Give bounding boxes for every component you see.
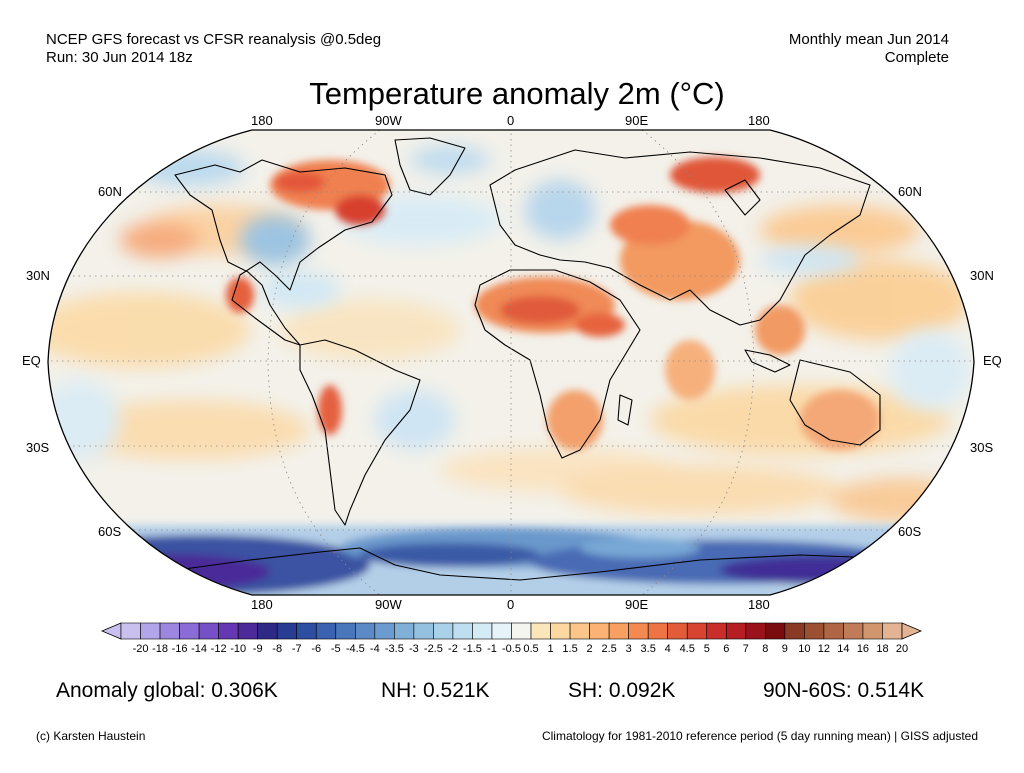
run-time: Run: 30 Jun 2014 18z xyxy=(46,49,193,66)
model-description: NCEP GFS forecast vs CFSR reanalysis @0.… xyxy=(46,31,382,48)
stat-nh: NH: 0.521K xyxy=(381,679,490,702)
lat-label-left-eq: EQ xyxy=(22,353,41,368)
stat-sh: SH: 0.092K xyxy=(568,679,676,702)
lat-label-left-60n: 60N xyxy=(98,184,122,199)
stat-global: Anomaly global: 0.306K xyxy=(56,679,278,702)
lon-label-top-0: 0 xyxy=(507,113,515,128)
lon-label-bottom-90w: 90W xyxy=(375,597,402,612)
lon-label-top-90e: 90E xyxy=(625,113,649,128)
lon-label-top-180w: 180 xyxy=(251,113,273,128)
lon-label-bottom-180w: 180 xyxy=(251,597,273,612)
lat-label-right-60n: 60N xyxy=(898,184,922,199)
lat-label-right-30n: 30N xyxy=(970,268,994,283)
anomaly-field xyxy=(48,130,974,595)
lon-label-bottom-180e: 180 xyxy=(748,597,770,612)
climatology-note: Climatology for 1981-2010 reference peri… xyxy=(541,729,978,743)
status-label: Complete xyxy=(884,49,949,66)
lon-label-bottom-0: 0 xyxy=(507,597,515,612)
credit-text: (c) Karsten Haustein xyxy=(36,729,146,743)
coastlines xyxy=(139,137,901,581)
lon-label-top-90w: 90W xyxy=(375,113,402,128)
lat-label-left-30s: 30S xyxy=(26,440,50,455)
lat-label-left-60s: 60S xyxy=(98,524,122,539)
lat-label-right-60s: 60S xyxy=(898,524,922,539)
lat-label-left-30n: 30N xyxy=(26,268,50,283)
graticule xyxy=(48,130,974,595)
lon-label-top-180e: 180 xyxy=(748,113,770,128)
lat-label-right-30s: 30S xyxy=(970,440,994,455)
period-label: Monthly mean Jun 2014 xyxy=(788,31,949,48)
stat-90n-60s: 90N-60S: 0.514K xyxy=(763,679,925,702)
lon-label-bottom-90e: 90E xyxy=(625,597,649,612)
map-title: Temperature anomaly 2m (°C) xyxy=(309,76,725,111)
lat-label-right-eq: EQ xyxy=(983,353,1002,368)
